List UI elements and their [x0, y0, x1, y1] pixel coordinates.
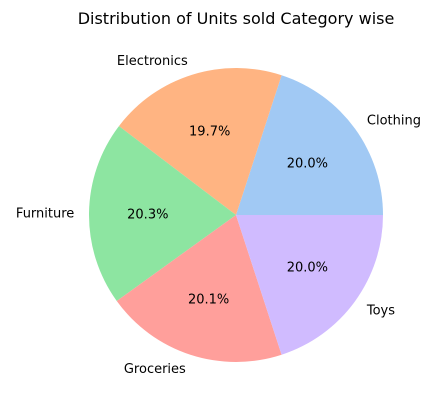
pie-slice-toys: [236, 215, 383, 355]
pie-slice-furniture: [89, 126, 237, 301]
pie-slice-groceries: [116, 215, 282, 363]
slice-percent-furniture: 20.3%: [127, 207, 168, 222]
slice-label-electronics: Electronics: [117, 54, 188, 69]
pie-labels: Clothing 20.0% Electronics 19.7% Furniture 20…: [16, 54, 421, 377]
slice-percent-electronics: 19.7%: [189, 124, 230, 139]
pie-slice-clothing: [236, 75, 383, 215]
slice-label-furniture: Furniture: [16, 206, 74, 221]
slice-label-groceries: Groceries: [124, 362, 186, 377]
slice-percent-groceries: 20.1%: [188, 292, 229, 307]
pie-slices: [89, 68, 383, 363]
slice-percent-toys: 20.0%: [287, 260, 328, 275]
slice-label-clothing: Clothing: [367, 114, 421, 129]
chart-title: Distribution of Units sold Category wise: [78, 9, 395, 28]
slice-percent-clothing: 20.0%: [287, 157, 328, 172]
slice-label-toys: Toys: [366, 303, 395, 318]
pie-slice-electronics: [118, 68, 282, 215]
